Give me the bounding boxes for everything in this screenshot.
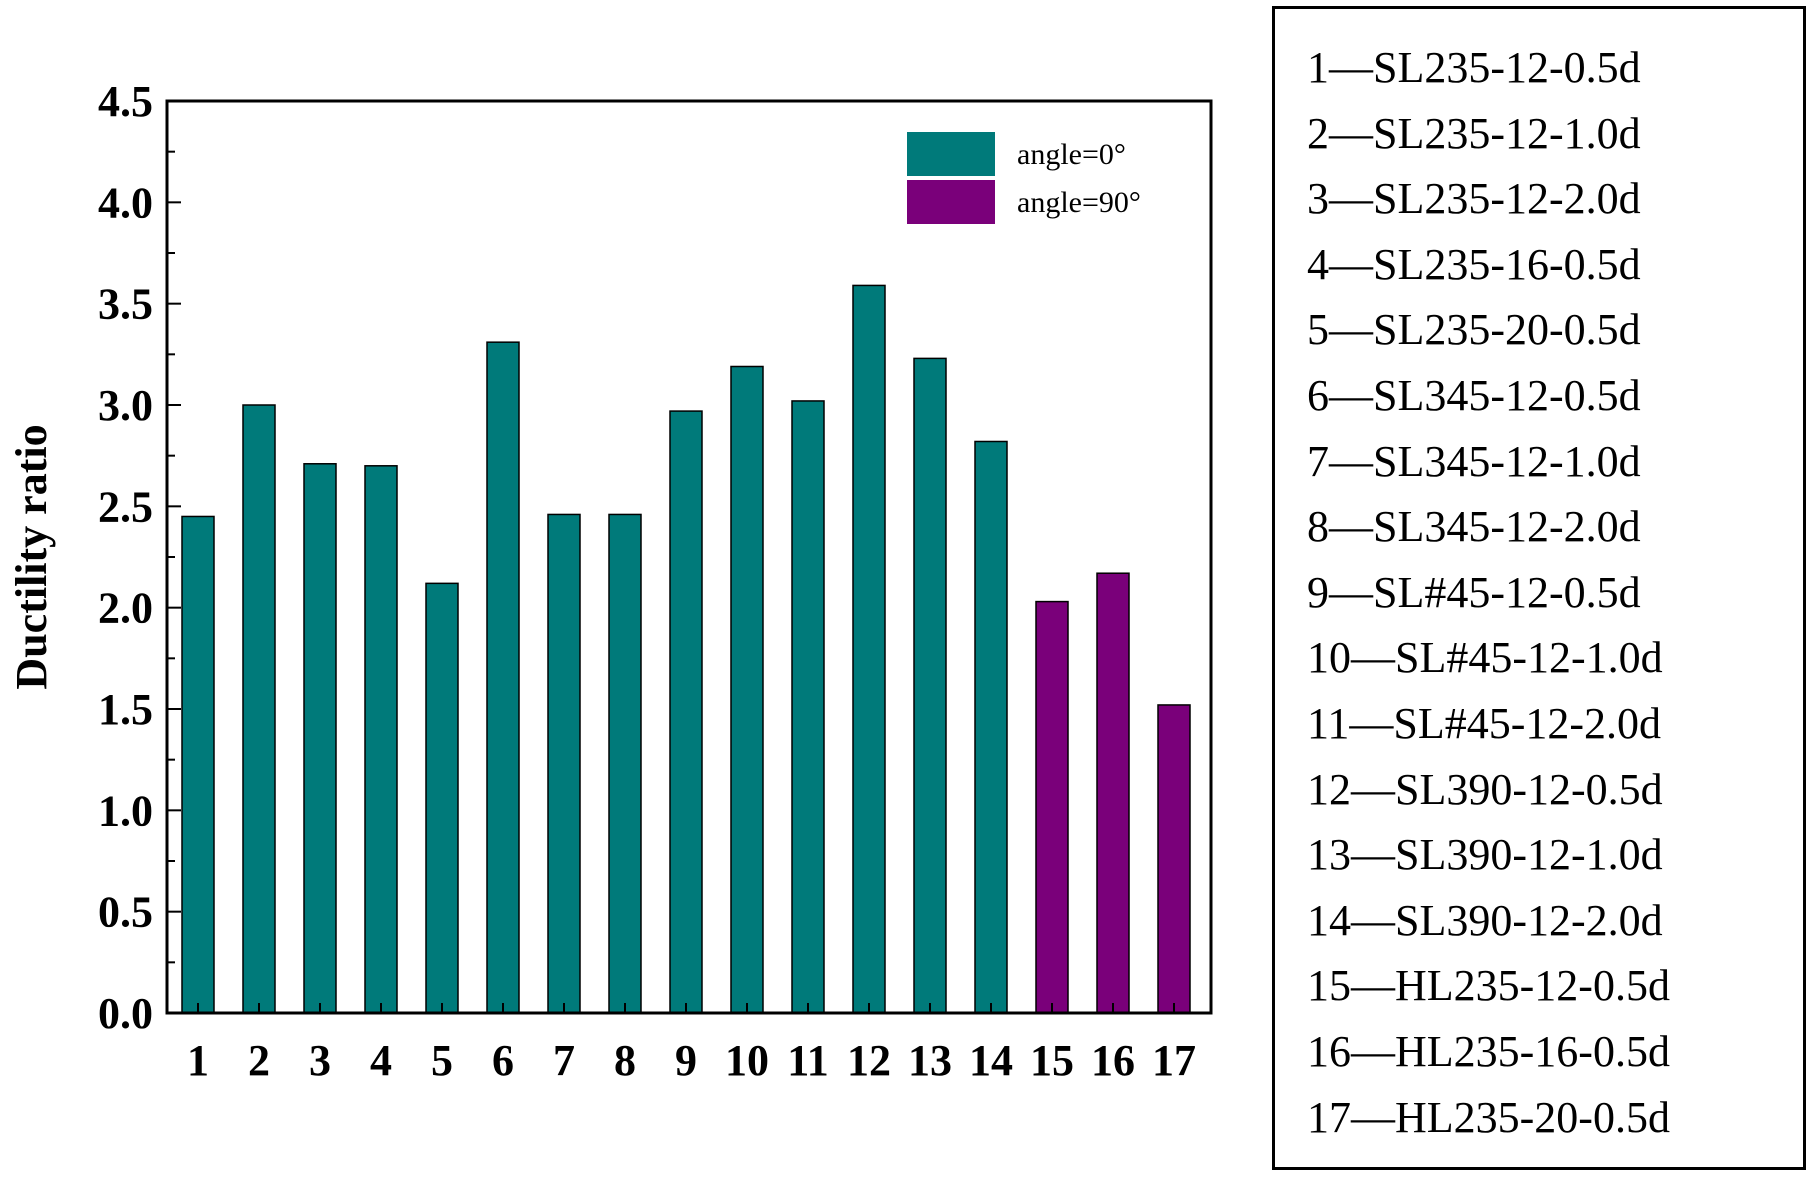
x-axis-ticks: 1 2 3 4 5 6 7 8 9 10 11 12 13 14 15 16 17: [187, 1003, 1196, 1085]
specimen-key-item: 14—SL390-12-2.0d: [1307, 895, 1663, 945]
bar-8: [608, 513, 642, 1014]
x-tick-label: 14: [969, 1036, 1013, 1085]
specimen-key-item: 5—SL235-20-0.5d: [1307, 305, 1641, 355]
y-tick-label: 0.0: [98, 989, 153, 1038]
x-tick-label: 1: [187, 1036, 209, 1085]
y-tick-label: 1.0: [98, 786, 153, 835]
y-tick-label: 0.5: [98, 888, 153, 937]
legend: angle=0° angle=90°: [907, 132, 1141, 224]
bar-9: [669, 410, 703, 1014]
x-tick-label: 7: [553, 1036, 575, 1085]
specimen-key-item: 11—SL#45-12-2.0d: [1307, 698, 1662, 748]
specimen-key-item: 12—SL390-12-0.5d: [1307, 764, 1663, 814]
specimen-key-item: 17—HL235-20-0.5d: [1307, 1092, 1670, 1142]
x-tick-label: 5: [431, 1036, 453, 1085]
bar-11: [791, 400, 825, 1014]
bars-group: [181, 284, 1191, 1014]
specimen-key-item: 10—SL#45-12-1.0d: [1307, 633, 1663, 683]
bar-14: [974, 440, 1008, 1014]
specimen-key-panel: 1—SL235-12-0.5d 2—SL235-12-1.0d 3—SL235-12…: [1272, 6, 1806, 1170]
y-tick-label: 1.5: [98, 685, 153, 734]
specimen-key-item: 15—HL235-12-0.5d: [1307, 961, 1670, 1011]
specimen-key-item: 6—SL345-12-0.5d: [1307, 370, 1641, 420]
bar-16: [1096, 572, 1130, 1014]
y-tick-label: 4.0: [98, 178, 153, 227]
bar-5: [425, 582, 459, 1014]
legend-label: angle=90°: [1017, 186, 1141, 219]
specimen-key-item: 1—SL235-12-0.5d: [1307, 43, 1641, 92]
x-tick-label: 3: [309, 1036, 331, 1085]
y-tick-label: 2.5: [98, 482, 153, 531]
y-axis-title: Ductility ratio: [7, 424, 56, 689]
y-axis-ticks: 0.0 0.5 1.0 1.5 2.0 2.5 3.0 3.5 4.0 4.5: [98, 77, 181, 1038]
x-tick-label: 12: [847, 1036, 891, 1085]
x-tick-label: 17: [1152, 1036, 1196, 1085]
x-tick-label: 13: [908, 1036, 952, 1085]
bar-12: [852, 284, 886, 1014]
bar-15: [1035, 600, 1069, 1014]
specimen-key-item: 4—SL235-16-0.5d: [1307, 239, 1641, 289]
bar-4: [364, 465, 398, 1014]
y-tick-label: 2.0: [98, 584, 153, 633]
specimen-key-item: 2—SL235-12-1.0d: [1307, 108, 1641, 158]
y-tick-label: 3.0: [98, 381, 153, 430]
specimen-key-item: 16—HL235-16-0.5d: [1307, 1026, 1670, 1076]
specimen-key-item: 9—SL#45-12-0.5d: [1307, 567, 1641, 617]
x-tick-label: 8: [614, 1036, 636, 1085]
x-tick-label: 15: [1030, 1036, 1074, 1085]
x-tick-label: 11: [787, 1036, 829, 1085]
bar-3: [303, 463, 337, 1014]
y-tick-label: 3.5: [98, 280, 153, 329]
y-tick-label: 4.5: [98, 77, 153, 126]
specimen-key-item: 8—SL345-12-2.0d: [1307, 502, 1641, 552]
bar-13: [913, 357, 947, 1014]
legend-swatch: [907, 132, 995, 176]
bar-7: [547, 513, 581, 1014]
bar-1: [181, 515, 215, 1014]
x-tick-label: 16: [1091, 1036, 1135, 1085]
bar-6: [486, 341, 520, 1014]
specimen-key-item: 13—SL390-12-1.0d: [1307, 830, 1663, 880]
x-tick-label: 2: [248, 1036, 270, 1085]
x-tick-label: 9: [675, 1036, 697, 1085]
legend-label: angle=0°: [1017, 138, 1126, 171]
x-tick-label: 10: [725, 1036, 769, 1085]
bar-2: [242, 404, 276, 1014]
x-tick-label: 4: [370, 1036, 392, 1085]
bar-17: [1157, 704, 1191, 1014]
legend-swatch: [907, 180, 995, 224]
specimen-key-item: 3—SL235-12-2.0d: [1307, 174, 1641, 224]
specimen-key-item: 7—SL345-12-1.0d: [1307, 436, 1641, 486]
x-tick-label: 6: [492, 1036, 514, 1085]
bar-10: [730, 365, 764, 1014]
